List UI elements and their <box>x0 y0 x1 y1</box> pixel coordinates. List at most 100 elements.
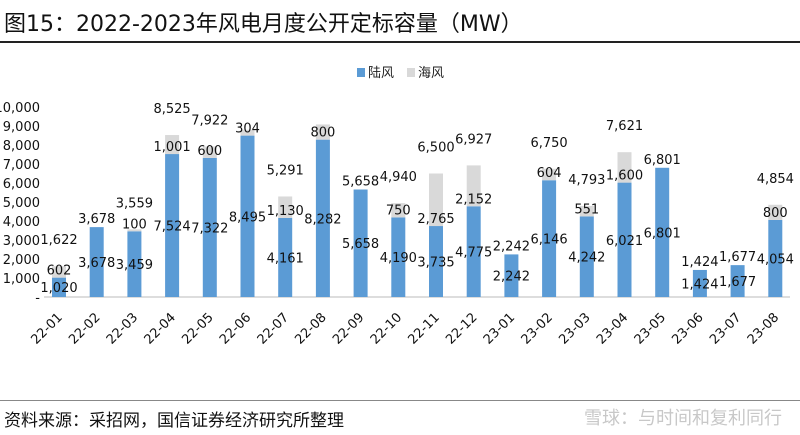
data-label-land: 3,459 <box>116 258 153 273</box>
data-label-sea: 604 <box>537 166 562 181</box>
data-label-total: 8,525 <box>153 102 190 117</box>
data-label-total: 2,242 <box>493 239 530 254</box>
data-label-total: 6,750 <box>530 136 567 151</box>
data-label-land: 6,021 <box>606 234 643 249</box>
data-label-land: 4,190 <box>380 251 417 266</box>
source-note: 资料来源：采招网，国信证券经济研究所整理 <box>4 411 344 431</box>
data-label-sea: 2,765 <box>417 212 454 227</box>
data-label-land: 4,054 <box>757 252 794 267</box>
data-label-sea: 1,130 <box>267 204 304 219</box>
stacked-bar-chart: 陆风 海风 - 1,000 2,000 3,000 4,000 5,000 6,000 7,000… <box>0 65 794 348</box>
bar-sea <box>202 146 217 158</box>
bar-land <box>391 217 406 297</box>
bar-sea <box>315 124 330 140</box>
data-label-land: 3,735 <box>417 256 454 271</box>
x-tick-label: 23-03 <box>556 310 593 347</box>
x-tick-label: 23-01 <box>481 310 518 347</box>
data-label-land: 3,678 <box>78 256 115 271</box>
footer-divider <box>0 400 800 401</box>
data-label-total: 5,658 <box>342 174 379 189</box>
bar-sea <box>466 165 481 207</box>
data-label-total: 1,424 <box>681 255 718 270</box>
data-label-total: 6,500 <box>417 141 454 156</box>
data-label-total: 7,621 <box>606 119 643 134</box>
bar-land <box>278 217 293 297</box>
x-tick-label: 23-06 <box>669 310 706 347</box>
data-label-total: 3,559 <box>116 196 153 211</box>
x-tick-label: 22-07 <box>255 310 292 347</box>
y-tick-label: 8,000 <box>3 139 40 154</box>
bar-sea <box>768 204 783 220</box>
data-label-land: 6,146 <box>530 233 567 248</box>
data-label-sea: 800 <box>763 206 788 221</box>
data-label-sea: 2,152 <box>455 192 492 207</box>
data-label-land: 1,677 <box>719 275 756 290</box>
data-label-total: 4,854 <box>757 172 794 187</box>
bar-land <box>315 139 330 297</box>
x-tick-label: 22-06 <box>217 310 254 347</box>
watermark: 雪球：与时间和复利同行 <box>584 408 782 429</box>
bar-land <box>127 231 142 297</box>
data-label-total: 4,793 <box>568 173 605 188</box>
bar-land <box>655 167 670 297</box>
data-label-land: 7,322 <box>191 221 228 236</box>
bar-land <box>353 189 368 297</box>
bar-land <box>52 277 66 297</box>
x-tick-label: 22-12 <box>443 310 480 347</box>
bar-sea <box>52 266 66 278</box>
chart-title: 图15：2022-2023年风电月度公开定标容量（MW） <box>4 12 523 37</box>
data-label-total: 4,940 <box>380 170 417 185</box>
bar-land <box>692 269 707 297</box>
data-label-total: 1,677 <box>719 250 756 265</box>
bar-sea <box>617 152 632 183</box>
bar-sea <box>165 135 180 155</box>
x-tick-label: 23-07 <box>707 310 744 347</box>
y-tick-label: 5,000 <box>3 196 40 211</box>
x-tick-label: 22-10 <box>368 310 405 347</box>
data-label-land: 6,801 <box>644 226 681 241</box>
x-tick-label: 22-11 <box>406 310 443 347</box>
bar-sea <box>391 203 406 218</box>
y-tick-label: - <box>35 291 40 306</box>
bar-land <box>165 154 180 297</box>
x-tick-label: 23-02 <box>519 310 556 347</box>
data-label-land: 4,161 <box>267 251 304 266</box>
y-tick-label: 7,000 <box>3 158 40 173</box>
data-label-land: 7,524 <box>153 220 190 235</box>
data-label-land: 5,658 <box>342 237 379 252</box>
data-label-total: 5,291 <box>267 163 304 178</box>
bar-land <box>240 135 255 297</box>
data-label-sea: 100 <box>122 217 147 232</box>
data-label-sea: 750 <box>386 203 411 218</box>
data-label-total: 1,622 <box>40 233 77 248</box>
legend-swatch <box>357 68 365 77</box>
bar-land <box>89 227 104 297</box>
x-tick-label: 22-05 <box>179 310 216 347</box>
data-label-sea: 551 <box>574 202 599 217</box>
data-label-land: 1,424 <box>681 277 718 292</box>
bar-land <box>768 219 783 297</box>
data-label-land: 1,020 <box>40 281 77 296</box>
y-tick-label: 3,000 <box>3 234 40 249</box>
y-tick-label: 9,000 <box>3 120 40 135</box>
bar-land <box>617 182 632 297</box>
data-label-land: 4,242 <box>568 251 605 266</box>
y-tick-label: 6,000 <box>3 177 40 192</box>
data-label-total: 7,922 <box>191 113 228 128</box>
bar-sea <box>278 196 293 218</box>
bar-land <box>579 216 594 297</box>
bar-land <box>466 206 481 297</box>
legend-swatch <box>407 68 415 77</box>
bar-sea <box>542 168 557 181</box>
x-tick-label: 22-08 <box>292 310 329 347</box>
y-tick-label: 10,000 <box>0 101 40 116</box>
legend-label: 海风 <box>418 66 444 81</box>
bar-sea <box>429 173 443 227</box>
x-tick-label: 22-01 <box>29 310 66 347</box>
data-label-sea: 602 <box>47 264 72 279</box>
data-label-sea: 800 <box>310 126 335 141</box>
bar-land <box>730 265 745 297</box>
bar-land <box>429 226 443 297</box>
bar-land <box>202 157 217 297</box>
y-tick-label: 4,000 <box>3 215 40 230</box>
